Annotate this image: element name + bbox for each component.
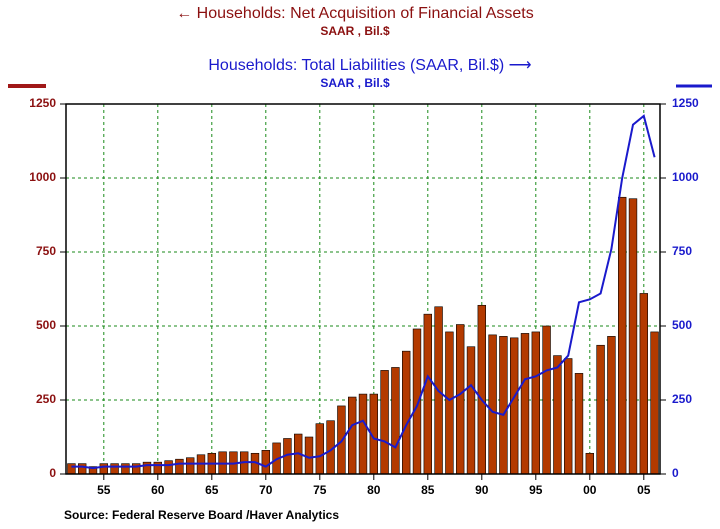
chart-title-2: Households: Total Liabilities (SAAR, Bil… — [208, 57, 531, 74]
source-note: Source: Federal Reserve Board /Haver Ana… — [64, 508, 339, 522]
x-tick-label: 00 — [583, 483, 597, 497]
bar — [380, 370, 389, 475]
bar — [186, 457, 195, 475]
bar — [121, 463, 130, 475]
bar — [607, 336, 616, 475]
bar — [639, 293, 648, 475]
bar — [477, 304, 486, 475]
bar — [164, 460, 173, 475]
y2-tick-label: 1250 — [672, 96, 699, 110]
bar — [315, 423, 324, 475]
x-tick-label: 05 — [637, 483, 651, 497]
y2-tick-label: 1000 — [672, 170, 699, 184]
bar — [402, 350, 411, 475]
bar — [488, 334, 497, 475]
y-tick-label: 250 — [36, 392, 56, 406]
line — [71, 114, 656, 470]
bar — [510, 337, 519, 475]
y-tick-label: 750 — [36, 244, 56, 258]
bar — [67, 463, 76, 475]
bar — [99, 463, 108, 475]
bar — [520, 333, 530, 475]
y2-tick-label: 750 — [672, 244, 692, 258]
bar — [445, 331, 454, 475]
y-tick-label: 0 — [49, 466, 56, 480]
bar — [153, 461, 162, 475]
bar — [391, 367, 400, 475]
y2-tick-label: 0 — [672, 466, 679, 480]
y-tick-label: 1000 — [29, 170, 56, 184]
bar — [175, 458, 184, 475]
x-tick-label: 90 — [475, 483, 489, 497]
x-tick-label: 70 — [259, 483, 273, 497]
bar — [618, 196, 627, 475]
x-tick-label: 65 — [205, 483, 219, 497]
bar — [628, 198, 638, 475]
bar — [585, 452, 594, 475]
y-tick-label: 500 — [36, 318, 56, 332]
bar — [78, 463, 87, 475]
x-tick-label: 75 — [313, 483, 327, 497]
bar — [142, 461, 152, 475]
bar — [531, 331, 540, 475]
bar — [110, 463, 119, 475]
bar — [650, 331, 659, 475]
bar — [261, 450, 270, 475]
y-tick-label: 1250 — [29, 96, 56, 110]
chart-title: ← Households: Net Acquisition of Financi… — [176, 5, 534, 22]
chart-subtitle: SAAR , Bil.$ — [320, 24, 390, 38]
bar — [596, 344, 605, 475]
bar — [574, 373, 584, 475]
plot-frame — [65, 103, 661, 475]
y2-tick-label: 250 — [672, 392, 692, 406]
x-tick-label: 85 — [421, 483, 435, 497]
x-tick-label: 80 — [367, 483, 381, 497]
bar — [564, 358, 573, 475]
y2-tick-label: 500 — [672, 318, 692, 332]
bar — [304, 436, 314, 475]
bar — [412, 328, 422, 475]
x-tick-label: 95 — [529, 483, 543, 497]
bar — [358, 393, 368, 475]
bar — [466, 346, 476, 475]
bar — [423, 313, 432, 475]
bar — [542, 325, 551, 475]
bar — [456, 324, 465, 475]
bar — [499, 336, 508, 475]
bar — [553, 355, 562, 475]
chart-subtitle-2: SAAR , Bil.$ — [320, 76, 390, 90]
x-tick-label: 55 — [97, 483, 111, 497]
x-tick-label: 60 — [151, 483, 165, 497]
bar — [132, 463, 141, 475]
bar — [348, 396, 357, 475]
